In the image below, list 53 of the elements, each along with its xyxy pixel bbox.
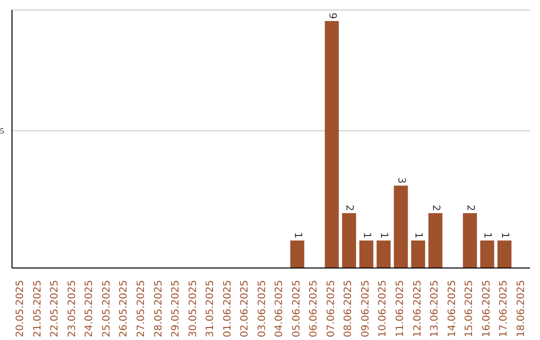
data-label: 1 [378,232,390,239]
x-tick-label: 03.06.2025 [256,280,268,338]
x-tick-label: 26.05.2025 [118,280,130,338]
bar [342,213,356,268]
bar [376,240,391,268]
x-tick-label: 21.05.2025 [32,280,44,338]
bar [324,20,339,268]
x-tick-label: 01.06.2025 [222,280,234,338]
x-tick-label: 12.06.2025 [412,280,424,338]
y-tick-label: 5 [0,126,4,136]
bar [497,240,512,268]
x-tick-label: 28.05.2025 [153,280,164,338]
x-tick-label: 04.06.2025 [274,280,286,338]
x-tick-label: 05.06.2025 [291,280,302,338]
x-tick-label: 29.05.2025 [170,280,182,338]
x-tick-label: 30.05.2025 [188,280,199,338]
bar [411,240,426,268]
data-label: 2 [430,204,441,212]
x-tick-label: 18.06.2025 [516,280,527,338]
bar [359,240,374,268]
data-label: 9 [326,12,338,19]
x-tick-label: 25.05.2025 [101,280,112,338]
x-tick-label: 07.06.2025 [326,280,337,338]
x-tick-label: 23.05.2025 [66,280,78,338]
x-tick-label: 20.05.2025 [15,280,26,338]
x-tick-label: 17.06.2025 [498,280,510,338]
x-tick-label: 14.06.2025 [446,280,458,338]
x-tick-label: 11.06.2025 [395,280,406,338]
data-label: 1 [292,232,303,239]
x-tick-label: 06.06.2025 [308,280,320,338]
x-tick-label: 16.06.2025 [481,280,492,338]
data-label: 1 [498,232,510,239]
data-label: 3 [395,177,406,184]
bar [462,213,477,268]
data-label: 1 [482,232,493,239]
x-tick-label: 02.06.2025 [240,280,251,338]
x-tick-label: 22.05.2025 [50,280,61,338]
x-tick-label: 08.06.2025 [343,280,354,338]
data-label: 2 [464,204,476,212]
bar [480,240,494,268]
x-tick-label: 10.06.2025 [378,280,389,338]
data-label: 1 [360,232,372,239]
bar [394,186,408,268]
data-label: 1 [412,232,424,239]
bar [428,213,442,268]
x-tick-label: 31.05.2025 [205,280,216,338]
x-tick-label: 09.06.2025 [360,280,372,338]
bar [290,240,304,268]
x-tick-label: 15.06.2025 [464,280,476,338]
x-tick-label: 27.05.2025 [136,280,147,338]
x-tick-label: 13.06.2025 [430,280,441,338]
data-label: 2 [344,204,355,212]
x-tick-label: 24.05.2025 [84,280,96,338]
